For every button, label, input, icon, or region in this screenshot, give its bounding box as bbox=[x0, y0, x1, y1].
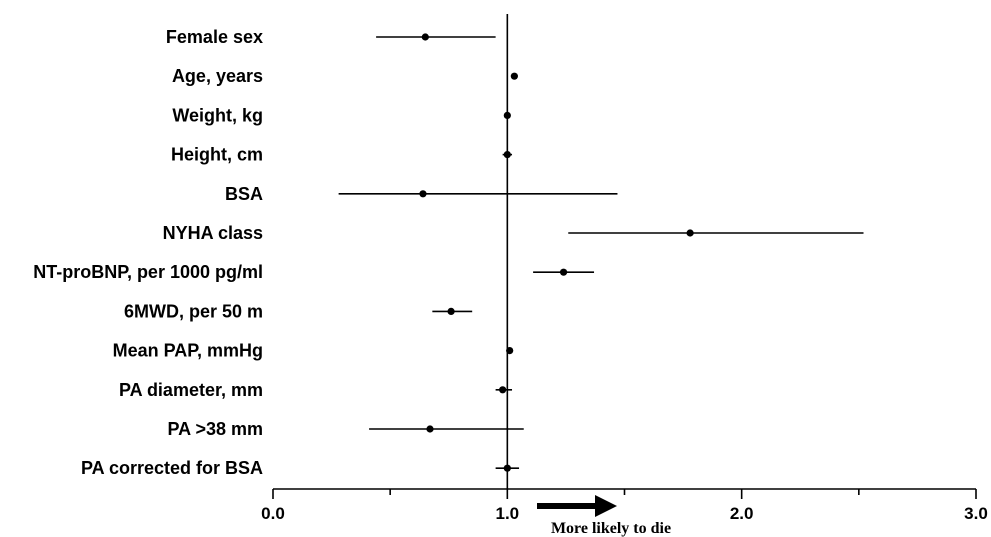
forest-row: Age, years bbox=[172, 66, 518, 86]
row-label: Weight, kg bbox=[172, 105, 263, 125]
row-label: Age, years bbox=[172, 66, 263, 86]
row-label: 6MWD, per 50 m bbox=[124, 301, 263, 321]
forest-row: NYHA class bbox=[163, 223, 864, 243]
row-label: NYHA class bbox=[163, 223, 263, 243]
point-estimate bbox=[421, 33, 429, 41]
forest-row: PA >38 mm bbox=[167, 419, 524, 439]
x-tick-label: 3.0 bbox=[964, 504, 988, 523]
x-tick-label: 1.0 bbox=[496, 504, 520, 523]
point-estimate bbox=[559, 268, 568, 276]
x-tick-label: 0.0 bbox=[261, 504, 285, 523]
annotation-label: More likely to die bbox=[551, 520, 671, 537]
row-label: PA >38 mm bbox=[167, 419, 263, 439]
row-label: PA corrected for BSA bbox=[81, 458, 263, 478]
row-label: PA diameter, mm bbox=[119, 380, 263, 400]
forest-row: 6MWD, per 50 m bbox=[124, 301, 473, 321]
forest-row: Mean PAP, mmHg bbox=[113, 341, 514, 361]
forest-row: Height, cm bbox=[171, 145, 513, 165]
annotation-group: More likely to die bbox=[537, 495, 671, 537]
point-estimate bbox=[419, 190, 427, 198]
row-label: Mean PAP, mmHg bbox=[113, 341, 263, 361]
forest-row: Female sex bbox=[166, 27, 496, 47]
forest-row: Weight, kg bbox=[172, 105, 511, 125]
forest-row: PA corrected for BSA bbox=[81, 458, 520, 478]
x-tick-label: 2.0 bbox=[730, 504, 754, 523]
row-label: NT-proBNP, per 1000 pg/ml bbox=[33, 262, 263, 282]
forest-row: BSA bbox=[225, 184, 618, 204]
row-label: Height, cm bbox=[171, 145, 263, 165]
point-estimate bbox=[510, 72, 518, 80]
arrow-right-icon bbox=[537, 495, 617, 517]
point-estimate bbox=[426, 425, 434, 433]
row-label: BSA bbox=[225, 184, 263, 204]
point-estimate bbox=[499, 386, 507, 394]
forest-row: PA diameter, mm bbox=[119, 380, 513, 400]
forest-rows: Female sex Age, years Weight, kg Height, cm… bbox=[33, 27, 864, 478]
forest-row: NT-proBNP, per 1000 pg/ml bbox=[33, 262, 595, 282]
point-estimate bbox=[686, 229, 694, 237]
point-estimate bbox=[447, 307, 455, 315]
row-label: Female sex bbox=[166, 27, 263, 47]
x-axis: 0.0 1.0 2.0 3.0 bbox=[261, 488, 988, 523]
